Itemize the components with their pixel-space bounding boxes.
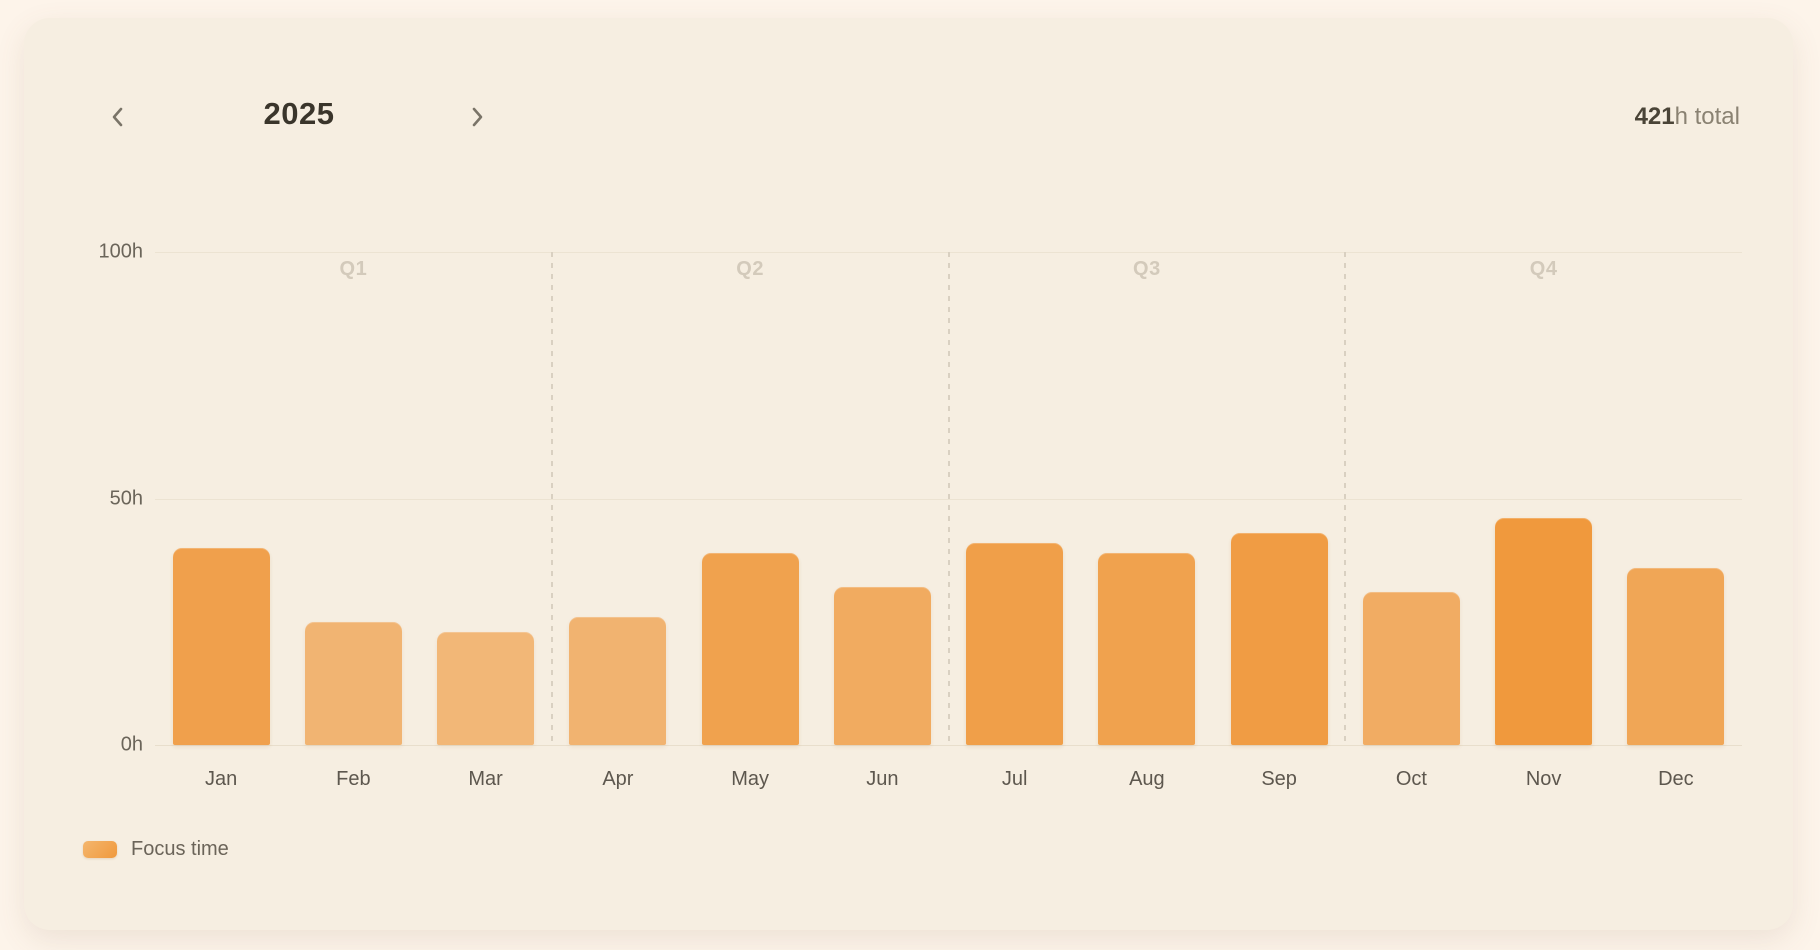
bar-aug[interactable] — [1098, 552, 1196, 745]
quarter-label-q2: Q2 — [736, 258, 764, 280]
legend-swatch — [83, 841, 117, 858]
bar-feb[interactable] — [304, 621, 402, 745]
month-label-aug: Aug — [1129, 768, 1165, 790]
bar-dec[interactable] — [1627, 567, 1725, 745]
quarter-label-q4: Q4 — [1529, 258, 1558, 280]
month-label-mar: Mar — [468, 768, 503, 790]
bar-apr[interactable] — [569, 616, 667, 745]
y-axis-tick-50h: 50h — [109, 487, 143, 509]
chart-area: 0h 50h 100h Q1 Q2 Q3 Q4 Jan Feb Mar Apr May Jun Jul Au… — [24, 18, 1793, 930]
month-label-may: May — [731, 768, 770, 790]
legend-item-focus-time[interactable]: Focus time — [83, 838, 229, 861]
bar-oct[interactable] — [1362, 592, 1460, 745]
y-axis-tick-0h: 0h — [120, 733, 143, 756]
month-label-apr: Apr — [602, 768, 634, 790]
bar-may[interactable] — [701, 552, 799, 745]
quarter-label-q1: Q1 — [339, 258, 368, 280]
bar-mar[interactable] — [437, 631, 535, 745]
year-title: 2025 — [263, 96, 335, 131]
quarter-divider-q3 — [947, 252, 950, 745]
y-axis-tick-100h: 100h — [98, 240, 144, 263]
bar-nov[interactable] — [1495, 518, 1593, 745]
chart-card: 2025 421h total 0h 50h 100h Q1 Q2 Q3 Q4 Jan Feb M… — [24, 18, 1793, 930]
month-label-feb: Feb — [336, 768, 371, 790]
chevron-right-icon — [464, 104, 490, 130]
quarter-divider-q2 — [550, 252, 553, 745]
bar-jul[interactable] — [966, 542, 1064, 745]
quarter-divider-q4 — [1344, 252, 1347, 745]
bar-sep[interactable] — [1230, 533, 1328, 745]
next-year-button[interactable] — [453, 93, 501, 141]
total-hours-value: 421 — [1634, 103, 1675, 130]
month-label-jul: Jul — [1001, 768, 1028, 790]
month-label-jan: Jan — [205, 768, 238, 790]
total-hours-suffix: h total — [1674, 103, 1740, 130]
bar-jan[interactable] — [172, 547, 270, 745]
legend-label: Focus time — [131, 838, 229, 860]
month-label-oct: Oct — [1395, 768, 1427, 790]
bar-jun[interactable] — [833, 587, 931, 745]
month-label-dec: Dec — [1658, 768, 1694, 790]
prev-year-button[interactable] — [94, 93, 142, 141]
chevron-left-icon — [105, 104, 131, 130]
total-hours: 421h total — [1635, 103, 1740, 131]
month-label-jun: Jun — [866, 768, 899, 790]
gridline-0h — [155, 745, 1742, 746]
month-label-sep: Sep — [1261, 768, 1297, 790]
quarter-label-q3: Q3 — [1133, 258, 1161, 280]
month-label-nov: Nov — [1525, 768, 1562, 790]
